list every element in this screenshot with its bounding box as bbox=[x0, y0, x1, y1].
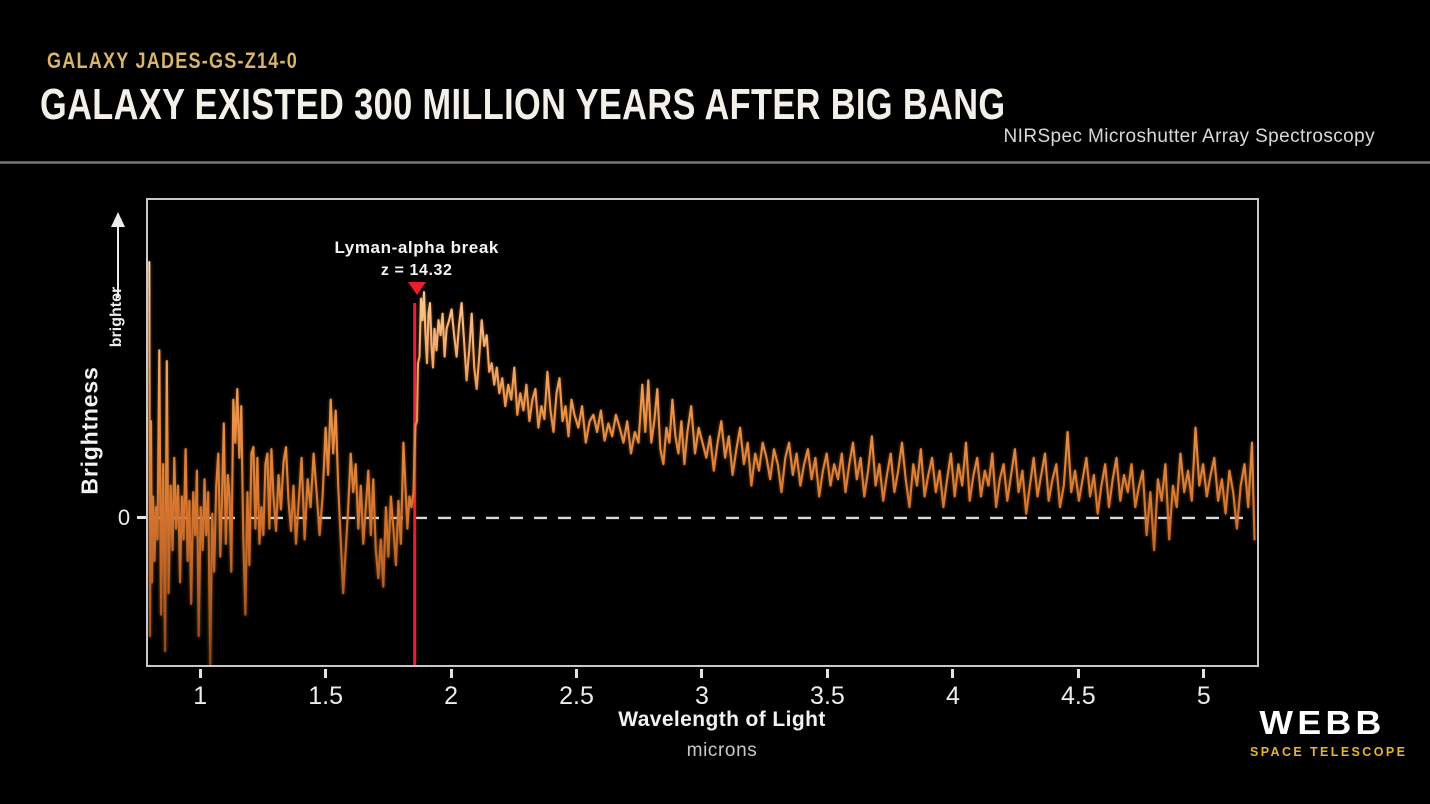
x-tick-mark bbox=[575, 669, 579, 678]
galaxy-name-eyebrow: GALAXY JADES-GS-Z14-0 bbox=[47, 48, 299, 73]
x-tick-mark bbox=[1076, 669, 1080, 678]
webb-logo-subtitle: SPACE TELESCOPE bbox=[1250, 745, 1408, 759]
x-tick-label: 2.5 bbox=[559, 682, 594, 710]
y-zero-tick-mark bbox=[137, 516, 147, 520]
up-arrow-icon bbox=[111, 212, 125, 298]
x-tick-mark bbox=[198, 669, 202, 678]
x-axis-label: Wavelength of Light bbox=[618, 708, 826, 731]
x-tick-mark bbox=[1202, 669, 1206, 678]
x-tick-label: 2 bbox=[444, 682, 459, 710]
y-zero-tick-label: 0 bbox=[117, 504, 131, 530]
instrument-subtitle: NIRSpec Microshutter Array Spectroscopy bbox=[1003, 126, 1375, 147]
spectrum-data-line bbox=[148, 261, 1256, 665]
spectrum-plot-area: Lyman-alpha break z = 14.32 1 1.5 2 2.5 3 3.5… bbox=[146, 198, 1259, 710]
x-tick-label: 5 bbox=[1196, 682, 1211, 710]
x-tick-mark bbox=[700, 669, 704, 678]
x-tick-mark bbox=[951, 669, 955, 678]
x-tick-label: 3 bbox=[695, 682, 709, 710]
x-tick-label: 1 bbox=[193, 682, 208, 710]
break-marker-icon bbox=[407, 282, 426, 295]
header-divider bbox=[0, 161, 1430, 164]
x-tick-label: 1.5 bbox=[308, 682, 343, 710]
webb-logo: WEBB SPACE TELESCOPE bbox=[1250, 704, 1408, 759]
x-tick-mark bbox=[449, 669, 453, 678]
x-tick-mark bbox=[825, 669, 829, 678]
x-tick-label: 4.5 bbox=[1060, 682, 1096, 710]
x-tick-label: 3.5 bbox=[810, 682, 845, 710]
spectrum-chart bbox=[148, 261, 1256, 665]
x-tick-mark bbox=[324, 669, 328, 678]
x-tick-label: 4 bbox=[945, 682, 960, 710]
y-axis-label: Brightness bbox=[76, 366, 103, 495]
webb-logo-wordmark: WEBB bbox=[1259, 704, 1386, 741]
page-title: GALAXY EXISTED 300 MILLION YEARS AFTER B… bbox=[40, 80, 1006, 129]
x-axis-units-label: microns bbox=[686, 740, 758, 761]
